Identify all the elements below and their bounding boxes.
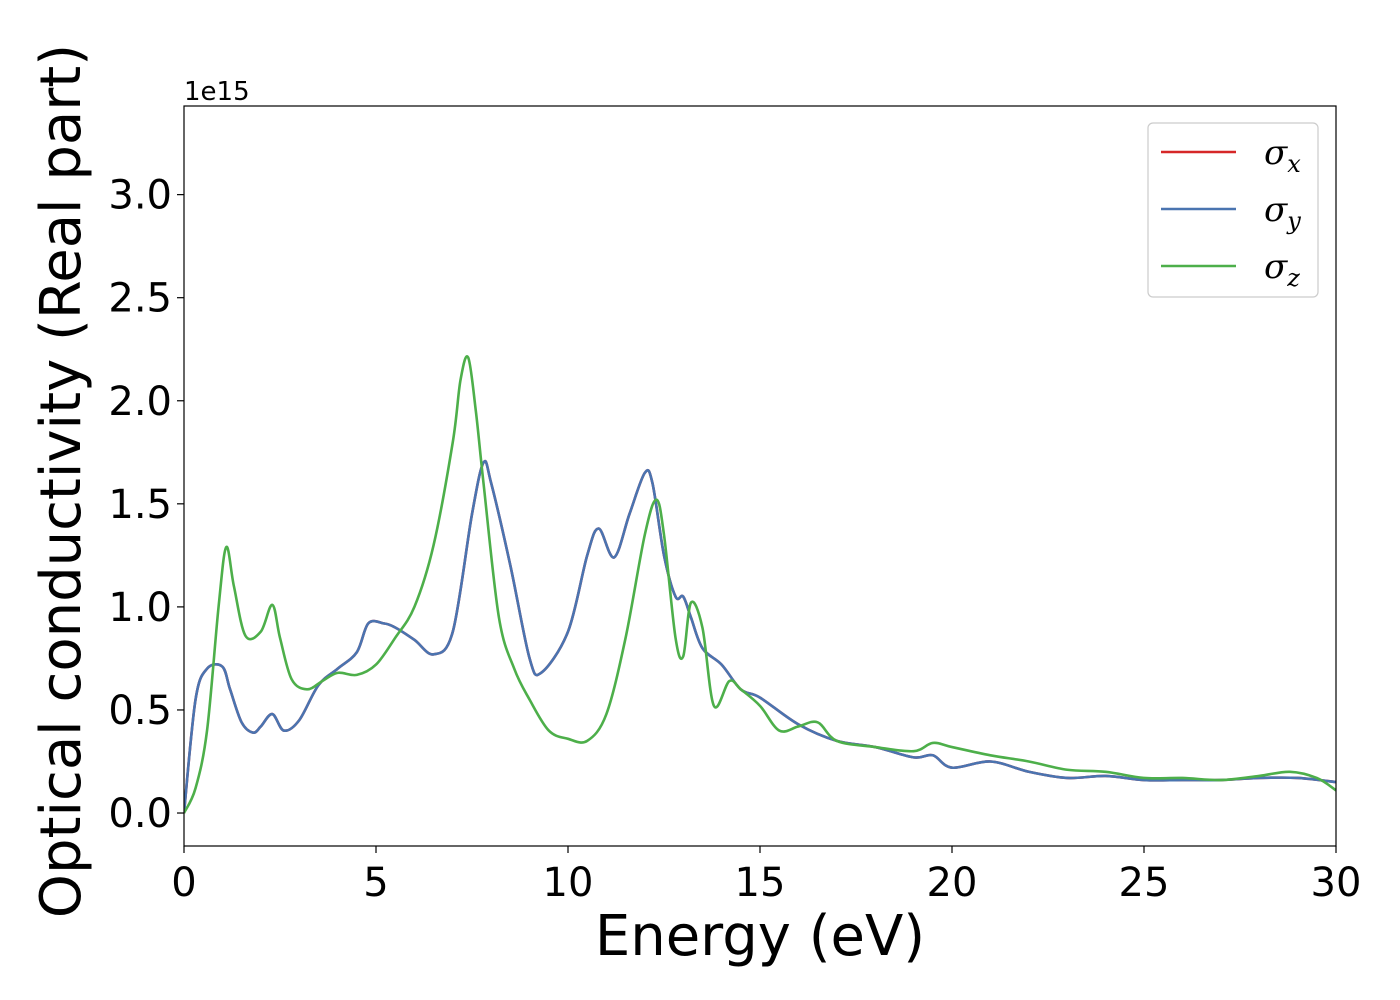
x-tick-label: 30 [1311,860,1362,906]
y-tick-label: 2.0 [108,379,172,425]
legend-label-sigma-z: σz [1264,247,1300,292]
series-line-sigma-y [184,459,1336,814]
legend-label-sigma-x: σx [1264,133,1301,178]
x-tick-label: 0 [171,860,196,906]
x-tick-label: 5 [363,860,388,906]
y-axis-offset-label: 1e15 [184,77,250,107]
x-tick-label: 25 [1119,860,1170,906]
x-tick-label: 15 [735,860,786,906]
x-axis: 0 5 10 15 20 25 30 [171,846,1361,906]
legend-label-sigma-y: σy [1264,190,1301,235]
y-axis: 0.0 0.5 1.0 1.5 2.0 2.5 3.0 [108,173,184,837]
x-tick-label: 10 [543,860,594,906]
y-tick-label: 3.0 [108,173,172,219]
y-tick-label: 2.5 [108,276,172,322]
y-axis-title: Optical conductivity (Real part) [29,44,94,918]
x-axis-title: Energy (eV) [595,904,925,969]
y-tick-label: 0.5 [108,688,172,734]
y-tick-label: 1.0 [108,585,172,631]
y-tick-label: 0.0 [108,791,172,837]
legend: σx σy σz [1147,122,1319,298]
y-tick-label: 1.5 [108,482,172,528]
x-tick-label: 20 [927,860,978,906]
plot-area [184,355,1336,814]
series-line-sigma-z [184,355,1336,814]
